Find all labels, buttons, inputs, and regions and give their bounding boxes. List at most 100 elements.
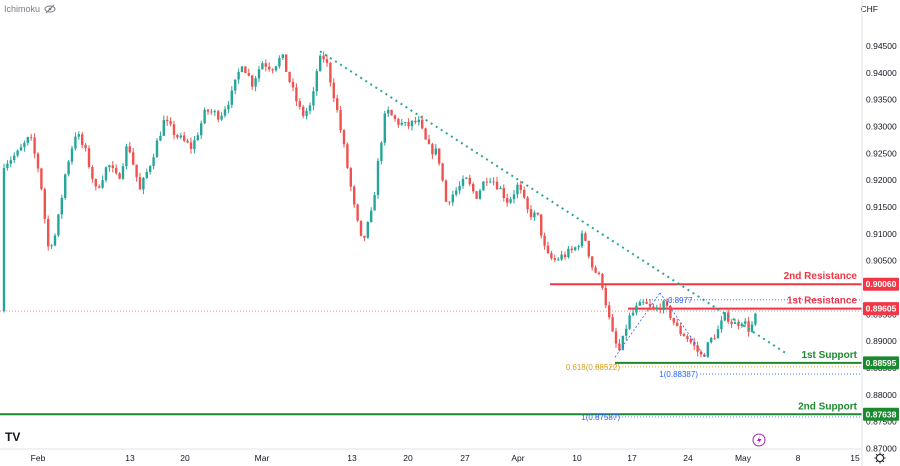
candlestick	[308, 102, 312, 115]
candlestick	[67, 159, 70, 177]
candlestick	[26, 136, 29, 146]
candlestick	[77, 131, 80, 140]
y-tick-label: 0.91000	[866, 229, 897, 239]
candlestick	[254, 76, 257, 92]
candlestick	[33, 133, 36, 159]
candlestick	[325, 54, 329, 67]
candlestick	[400, 119, 403, 126]
candlestick	[101, 175, 104, 189]
candlestick	[118, 172, 121, 180]
candlestick	[577, 244, 580, 251]
candlestick	[652, 303, 655, 311]
candlestick	[499, 185, 502, 190]
candlestick	[237, 68, 240, 84]
candlestick	[115, 164, 118, 175]
candlestick	[196, 132, 199, 141]
y-tick-label: 0.93000	[866, 121, 897, 131]
candles-layer	[2, 51, 757, 358]
candlestick	[251, 74, 254, 90]
candlestick	[36, 152, 40, 173]
level-label: 2nd Support	[798, 401, 858, 412]
candlestick	[465, 177, 468, 180]
candlestick	[285, 54, 288, 73]
y-tick-label: 0.93500	[866, 95, 897, 105]
candlestick	[176, 133, 179, 140]
candlestick	[679, 323, 682, 337]
candlestick	[142, 176, 145, 195]
candlestick	[533, 210, 536, 222]
candlestick	[98, 184, 101, 189]
trend-line	[319, 50, 789, 356]
candlestick	[295, 83, 298, 106]
candlestick	[710, 336, 713, 344]
candlestick	[506, 193, 509, 207]
candlestick	[329, 61, 332, 87]
candlestick	[699, 349, 703, 358]
candlestick	[356, 203, 359, 223]
candlestick	[417, 115, 420, 126]
candlestick	[383, 110, 386, 146]
candlestick	[111, 161, 114, 173]
candlestick	[594, 265, 597, 274]
candlestick	[611, 313, 614, 332]
candlestick	[16, 149, 19, 158]
price-tag: 0.88595	[863, 356, 899, 370]
candlestick	[128, 141, 131, 154]
candlestick	[608, 301, 611, 320]
candlestick	[570, 245, 573, 254]
x-tick-label: Mar	[255, 453, 270, 463]
candlestick	[512, 190, 516, 204]
candlestick	[427, 134, 431, 145]
candlestick	[179, 132, 182, 140]
eye-crossed-icon[interactable]	[44, 4, 56, 14]
x-tick-label: 10	[572, 453, 582, 463]
currency-label[interactable]: CHF	[860, 4, 878, 14]
candlestick	[155, 138, 159, 158]
fib-label: 0.8977	[668, 296, 693, 305]
price-tag: 0.90060	[863, 277, 899, 291]
candlestick	[696, 341, 699, 357]
candlestick	[689, 336, 692, 345]
candlestick	[281, 54, 284, 61]
candlestick	[478, 188, 482, 200]
candlestick	[642, 299, 645, 305]
price-tag: 0.89605	[863, 302, 899, 316]
candlestick	[57, 214, 60, 238]
candlestick	[713, 334, 716, 340]
x-tick-label: 20	[403, 453, 413, 463]
svg-text:0.88595: 0.88595	[866, 358, 897, 368]
candlestick	[53, 233, 57, 247]
candlestick	[230, 86, 233, 109]
candlestick	[298, 98, 301, 110]
x-tick-label: 15	[850, 453, 860, 463]
candlestick	[587, 240, 590, 259]
footer-layer: TV	[5, 430, 886, 464]
price-tag: 0.87638	[863, 407, 899, 421]
x-tick-label: 8	[796, 453, 801, 463]
candlestick	[234, 79, 237, 95]
candlestick	[635, 302, 638, 316]
candlestick	[397, 117, 400, 128]
candlestick	[458, 181, 461, 195]
candlestick	[648, 299, 652, 311]
svg-text:0.89605: 0.89605	[866, 304, 897, 314]
candlestick	[489, 177, 492, 184]
candlestick	[227, 101, 230, 114]
candlestick	[625, 324, 628, 341]
fib-label: 1(0.88387)	[659, 370, 698, 379]
candlestick	[152, 153, 155, 170]
candlestick	[560, 250, 563, 261]
candlestick	[47, 215, 50, 251]
y-tick-label: 0.87500	[866, 417, 897, 427]
indicator-legend[interactable]: Ichimoku	[4, 4, 56, 14]
candlestick	[516, 182, 519, 199]
svg-text:0.87638: 0.87638	[866, 409, 897, 419]
candlestick	[125, 143, 128, 170]
candlestick	[312, 87, 315, 111]
fib-label: 0.618(0.88522)	[566, 363, 621, 372]
candlestick	[322, 51, 325, 63]
x-tick-label: Apr	[511, 453, 524, 463]
x-tick-label: 20	[180, 453, 190, 463]
